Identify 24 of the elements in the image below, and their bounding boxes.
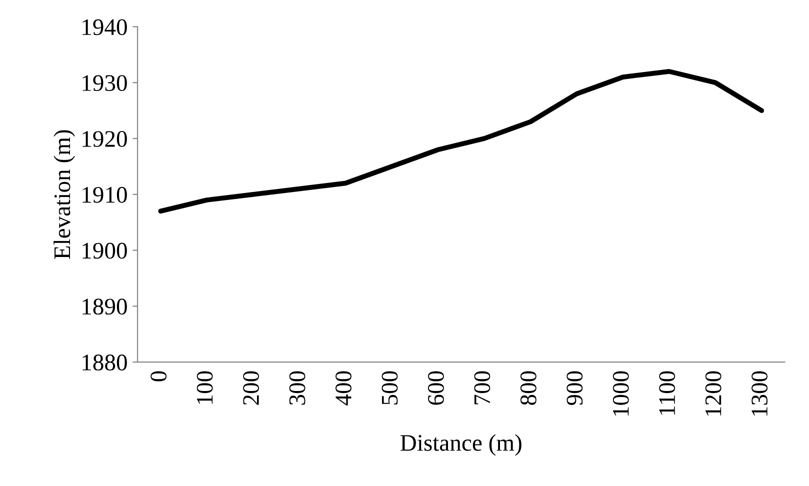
x-tick-label: 1100 (659, 371, 676, 415)
y-tick-label: 1940 (82, 19, 127, 36)
y-tick-label: 1910 (82, 186, 127, 203)
x-tick-label: 200 (243, 371, 260, 405)
y-tick-label: 1880 (82, 354, 127, 370)
line-series (158, 69, 764, 214)
x-tick-label: 500 (382, 371, 398, 404)
x-tick-label: 1300 (752, 371, 768, 416)
x-tick-label: 400 (336, 371, 352, 406)
x-tick-label: 100 (196, 371, 213, 404)
y-tick-label: 1900 (82, 242, 127, 259)
y-tick-label: 1920 (82, 131, 127, 147)
x-tick-label: 300 (289, 371, 306, 405)
x-tick-label: 900 (566, 371, 583, 406)
y-tick-label: 1930 (82, 75, 127, 92)
x-tick-label: 800 (520, 371, 536, 405)
x-tick-label: 1200 (705, 371, 722, 416)
x-tick-label: 0 (150, 371, 167, 382)
x-tick-label: 1000 (612, 371, 629, 416)
y-axis-title: Elevation (m) (54, 130, 76, 259)
x-axis-title: Distance (m) (400, 434, 522, 456)
x-tick-label: 600 (428, 371, 444, 405)
y-tick-label: 1890 (82, 298, 127, 315)
x-tick-label: 700 (474, 371, 490, 404)
